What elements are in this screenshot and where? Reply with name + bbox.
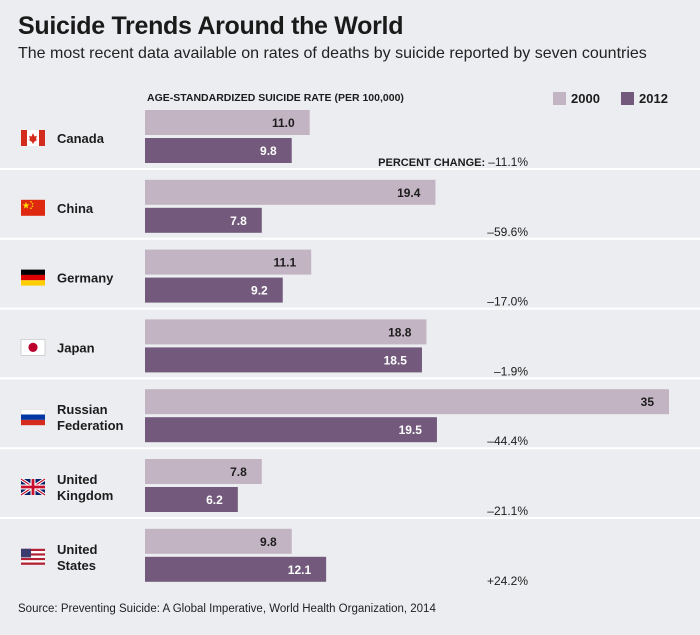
bar-2012 <box>145 417 437 443</box>
country-label: Russian Federation <box>57 402 124 433</box>
bar-value-2012: 19.5 <box>399 423 423 437</box>
germany-flag <box>21 269 45 286</box>
percent-change: PERCENT CHANGE: –11.1% <box>378 155 528 169</box>
percent-change: –17.0% <box>487 295 528 309</box>
percent-change: +24.2% <box>487 574 528 588</box>
bar-2000 <box>145 319 427 345</box>
chart-subtitle: The most recent data available on rates … <box>18 45 647 62</box>
country-label: United Kingdom <box>57 472 113 503</box>
legend-swatch-2012 <box>621 92 634 105</box>
russia-flag <box>20 409 46 426</box>
bar-value-2012: 6.2 <box>206 493 223 507</box>
bar-value-2000: 19.4 <box>397 186 421 200</box>
percent-change: –1.9% <box>494 364 528 378</box>
source-note: Source: Preventing Suicide: A Global Imp… <box>18 603 436 615</box>
bar-value-2000: 18.8 <box>388 325 412 339</box>
percent-change: –59.6% <box>487 225 528 239</box>
bar-value-2000: 35 <box>641 395 655 409</box>
bar-value-2000: 11.0 <box>272 116 295 130</box>
legend-item-2000: 2000 <box>553 91 600 106</box>
bar-2000 <box>145 179 436 205</box>
country-label: Germany <box>57 271 114 286</box>
bar-value-2012: 18.5 <box>384 353 408 367</box>
japan-flag <box>20 339 46 356</box>
country-label: China <box>57 201 94 216</box>
bar-value-2012: 12.1 <box>288 563 312 577</box>
bar-2000 <box>145 459 262 484</box>
country-label: Canada <box>57 131 105 146</box>
country-label: Japan <box>57 340 95 355</box>
legend-swatch-2000 <box>553 92 566 105</box>
percent-change: –44.4% <box>487 434 528 448</box>
china-flag <box>21 199 45 216</box>
bar-2000 <box>145 389 669 415</box>
bar-2000 <box>145 528 292 554</box>
usa-flag <box>21 548 45 565</box>
bar-2012 <box>145 138 292 163</box>
bar-2000 <box>145 249 312 275</box>
bar-value-2000: 7.8 <box>230 465 247 479</box>
bar-value-2012: 9.2 <box>251 284 268 298</box>
legend-label-2000: 2000 <box>571 91 600 106</box>
axis-label: AGE-STANDARDIZED SUICIDE RATE (PER 100,0… <box>147 92 404 104</box>
country-label: United States <box>57 542 98 573</box>
bar-value-2012: 9.8 <box>260 144 277 158</box>
bar-2012 <box>145 487 238 512</box>
bar-value-2012: 7.8 <box>230 214 247 228</box>
bar-2012 <box>145 556 327 582</box>
uk-flag <box>20 477 46 497</box>
bar-value-2000: 11.1 <box>273 256 296 270</box>
canada-flag <box>21 130 45 146</box>
bar-2012 <box>145 277 283 303</box>
bar-value-2000: 9.8 <box>260 535 277 549</box>
bar-2012 <box>145 347 422 373</box>
percent-change: –21.1% <box>487 504 528 518</box>
legend-label-2012: 2012 <box>639 91 668 106</box>
legend-item-2012: 2012 <box>621 91 668 106</box>
chart-title: Suicide Trends Around the World <box>18 12 404 40</box>
bar-2000 <box>145 110 310 135</box>
bar-2012 <box>145 207 262 233</box>
